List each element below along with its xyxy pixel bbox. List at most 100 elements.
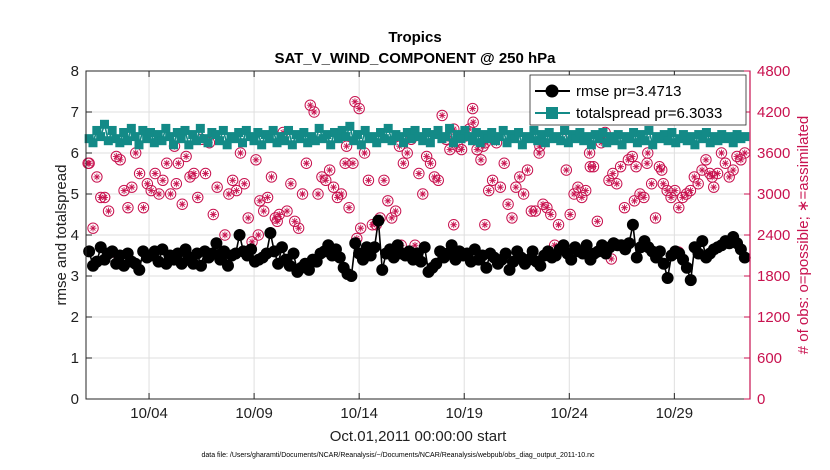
obs-possible-circle: [281, 205, 293, 217]
rmse-point: [349, 237, 362, 250]
totalspread-point: [728, 138, 738, 148]
totalspread-point: [613, 130, 623, 140]
obs-assim-stroke: [726, 174, 732, 180]
obs-point: [353, 102, 365, 115]
totalspread-point: [222, 140, 232, 150]
totalspread-point: [157, 136, 167, 146]
obs-point: [335, 188, 348, 200]
obs-assim-stroke: [152, 170, 158, 177]
totalspread-series: [84, 119, 750, 150]
obs-assim-stroke: [579, 194, 585, 201]
obs-point: [207, 208, 219, 221]
totalspread-point: [88, 138, 98, 148]
obs-possible-circle: [118, 184, 130, 197]
obs-point: [436, 109, 448, 122]
rmse-point: [210, 237, 223, 250]
rmse-point: [333, 251, 346, 264]
obs-point: [432, 174, 444, 187]
obs-possible-circle: [82, 157, 94, 169]
totalspread-point: [537, 130, 547, 140]
obs-possible-circle: [265, 171, 278, 183]
obs-possible-circle: [137, 201, 150, 214]
totalspread-point: [383, 123, 393, 133]
obs-assim-stroke: [255, 232, 262, 238]
obs-point: [254, 195, 266, 207]
obs-assim-stroke: [439, 112, 445, 119]
obs-assim-stroke: [292, 218, 298, 225]
obs-point: [723, 171, 735, 183]
totalspread-point: [575, 128, 585, 137]
rmse-point: [302, 263, 315, 276]
obs-assim-stroke: [489, 177, 496, 184]
obs-assim-stroke: [582, 187, 589, 194]
obs-point: [192, 191, 204, 204]
obs-possible-circle: [211, 181, 223, 193]
obs-point: [669, 184, 681, 197]
obs-assim-stroke: [435, 177, 441, 184]
totalspread-point: [399, 138, 409, 148]
totalspread-point: [636, 130, 646, 140]
obs-point: [700, 154, 712, 166]
obs-possible-circle: [428, 171, 441, 183]
obs-point: [238, 178, 251, 190]
obs-possible-circle: [676, 191, 689, 204]
obs-possible-circle: [665, 191, 677, 204]
obs-possible-circle: [735, 154, 747, 166]
obs-assim-stroke: [606, 177, 612, 184]
obs-assim-stroke: [458, 146, 465, 153]
obs-point: [122, 201, 134, 214]
obs-possible-circle: [149, 167, 161, 180]
obs-possible-circle: [656, 164, 668, 176]
obs-possible-circle: [545, 208, 557, 221]
obs-possible-circle: [607, 167, 619, 180]
totalspread-point: [713, 136, 723, 146]
obs-assim-stroke: [486, 187, 492, 194]
obs-assim-stroke: [164, 160, 170, 166]
obs-assim-stroke: [342, 160, 348, 166]
obs-point: [157, 174, 169, 187]
totalspread-point: [218, 125, 228, 135]
obs-point: [161, 157, 173, 169]
totalspread-point: [153, 130, 163, 140]
obs-possible-circle: [271, 215, 283, 228]
obs-possible-circle: [349, 96, 361, 108]
totalspread-point: [395, 132, 405, 142]
obs-assim-stroke: [156, 191, 162, 197]
obs-point: [448, 219, 460, 231]
obs-possible-circle: [122, 201, 134, 214]
obs-possible-circle: [292, 222, 305, 234]
y2-tick-label: 0: [757, 391, 765, 408]
obs-assim-stroke: [645, 150, 651, 156]
obs-possible-circle: [250, 154, 262, 166]
totalspread-point: [310, 136, 320, 146]
obs-point: [289, 215, 301, 228]
obs-possible-circle: [87, 222, 99, 234]
obs-assim-stroke: [284, 208, 290, 214]
totalspread-point: [368, 132, 378, 142]
legend-totalspread-label: totalspread pr=6.3033: [576, 105, 722, 122]
totalspread-point: [544, 128, 554, 137]
obs-possible-circle: [323, 164, 336, 176]
obs-assim-stroke: [183, 153, 189, 160]
totalspread-point: [686, 132, 696, 142]
rmse-point: [653, 245, 666, 258]
totalspread-point: [448, 138, 458, 148]
obs-assim-stroke: [699, 167, 705, 173]
obs-point: [628, 195, 641, 207]
obs-assim-stroke: [125, 204, 131, 211]
obs-possible-circle: [343, 201, 355, 214]
obs-assim-stroke: [326, 167, 333, 173]
totalspread-point: [234, 128, 244, 137]
totalspread-point: [701, 128, 711, 137]
totalspread-point: [468, 136, 478, 146]
obs-assim-stroke: [195, 194, 201, 201]
obs-possible-circle: [102, 205, 115, 217]
totalspread-point: [268, 125, 278, 135]
chart-title: Tropics: [388, 29, 441, 46]
obs-assim-stroke: [245, 215, 251, 221]
obs-possible-circle: [715, 147, 728, 159]
obs-possible-circle: [628, 195, 641, 207]
rmse-point: [526, 245, 539, 258]
obs-point: [688, 171, 701, 183]
obs-assim-stroke: [555, 222, 562, 228]
